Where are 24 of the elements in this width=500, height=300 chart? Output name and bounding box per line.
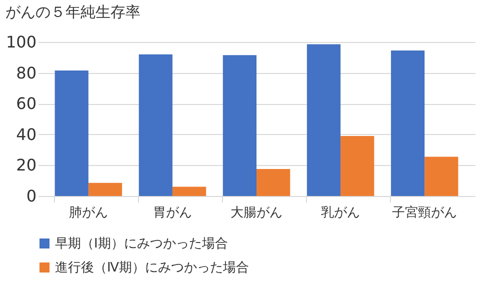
bar [138, 54, 172, 196]
bar [390, 50, 425, 196]
x-tick-label: 肺がん [68, 206, 108, 220]
x-tick-label: 乳がん [321, 206, 360, 220]
bar [88, 182, 122, 196]
y-tick-label: 60 [16, 94, 36, 114]
x-tick-label: 子宮頸がん [392, 204, 458, 220]
y-tick-label: 20 [16, 156, 36, 175]
bar [424, 156, 458, 196]
bar [172, 186, 206, 196]
y-tick-label: 40 [16, 124, 36, 144]
y-tick-label: 80 [16, 63, 36, 82]
bar [222, 55, 256, 196]
chart-title: がんの５年純生存率 [5, 3, 140, 21]
x-tick-label: 胃がん [152, 206, 192, 220]
x-tick-label: 大腸がん [230, 206, 282, 220]
bar [306, 44, 341, 196]
bar [256, 169, 290, 196]
bar [340, 136, 374, 196]
y-tick-label: 100 [6, 32, 36, 52]
bar [54, 70, 88, 196]
y-tick-label: 0 [26, 186, 36, 206]
legend-label: 進行後（Ⅳ期）にみつかった場合 [55, 260, 249, 276]
legend-label: 早期（Ⅰ期）にみつかった場合 [55, 236, 228, 252]
